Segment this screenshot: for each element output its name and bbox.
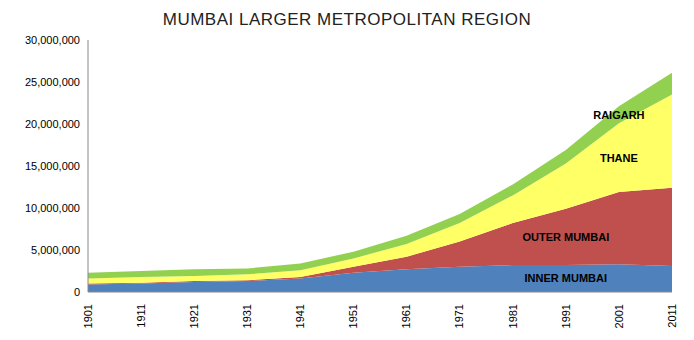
html-text:MUMBAI LARGER METROPOLITAN REG: MUMBAI LARGER METROPOLITAN REGION [162,10,532,29]
svg-text:RAIGARH: RAIGARH [593,109,644,121]
svg-text:15,000,000: 15,000,000 [25,160,80,172]
svg-text:1991: 1991 [560,304,572,328]
svg-text:INNER MUMBAI: INNER MUMBAI [525,272,608,284]
svg-text:10,000,000: 10,000,000 [25,202,80,214]
svg-text:1931: 1931 [241,304,253,328]
svg-text:2001: 2001 [613,304,625,328]
svg-text:30,000,000: 30,000,000 [25,34,80,46]
svg-text:1901: 1901 [82,304,94,328]
svg-text:0: 0 [74,286,80,298]
svg-text:20,000,000: 20,000,000 [25,118,80,130]
svg-text:1981: 1981 [507,304,519,328]
svg-text:OUTER MUMBAI: OUTER MUMBAI [522,231,609,243]
svg-text:1961: 1961 [400,304,412,328]
svg-text:25,000,000: 25,000,000 [25,76,80,88]
svg-text:5,000,000: 5,000,000 [31,244,80,256]
svg-text:1941: 1941 [294,304,306,328]
svg-text:2011: 2011 [666,304,678,328]
svg-text:THANE: THANE [600,152,638,164]
svg-text:1951: 1951 [347,304,359,328]
svg-text:1971: 1971 [453,304,465,328]
svg-text:1921: 1921 [188,304,200,328]
svg-text:1911: 1911 [135,304,147,328]
